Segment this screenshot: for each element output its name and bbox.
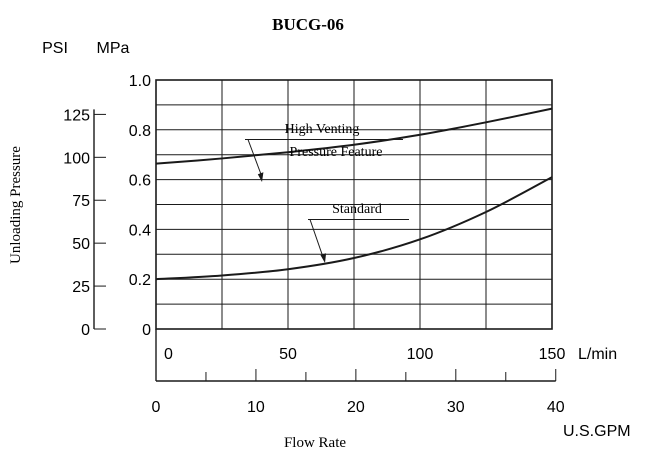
label-standard: Standard xyxy=(308,202,409,263)
psi-tick-label: 75 xyxy=(72,193,90,210)
label-high-venting-line1: High Venting xyxy=(285,122,360,137)
gpm-tick-label: 40 xyxy=(547,399,565,416)
series-line-high-venting xyxy=(155,107,553,165)
axes xyxy=(93,79,556,382)
label-standard-arrowhead xyxy=(320,253,327,263)
lmin-tick-label: 50 xyxy=(279,346,297,363)
mpa-tick-label: 0.6 xyxy=(129,173,151,190)
x-units-secondary: U.S.GPM xyxy=(563,423,631,440)
ticks: 0 25 50 75 100 125 0 0.2 0.4 0.6 0.8 1.0 0 50 100 150 0 1… xyxy=(63,73,565,416)
mpa-tick-label: 0.4 xyxy=(129,222,151,239)
x-units-primary: L/min xyxy=(578,346,617,363)
y-units-secondary: PSI xyxy=(42,40,68,57)
label-high-venting-line2: Pressure Feature xyxy=(290,145,383,160)
gpm-tick-label: 10 xyxy=(247,399,265,416)
psi-tick-label: 25 xyxy=(72,279,90,296)
psi-tick-label: 0 xyxy=(81,322,90,339)
x-axis-label: Flow Rate xyxy=(284,435,346,451)
label-high-venting-leader xyxy=(247,139,263,178)
label-standard-leader xyxy=(309,219,324,258)
y-axis-label: Unloading Pressure xyxy=(8,146,24,264)
y-units-primary: MPa xyxy=(97,40,130,57)
label-high-venting-arrowhead xyxy=(257,172,264,182)
mpa-tick-label: 0 xyxy=(142,322,151,339)
gpm-tick-label: 0 xyxy=(152,399,161,416)
psi-tick-label: 125 xyxy=(63,107,90,124)
grid xyxy=(156,80,552,329)
gpm-tick-label: 20 xyxy=(347,399,365,416)
psi-tick-label: 100 xyxy=(63,150,90,167)
series xyxy=(155,107,553,281)
lmin-tick-label: 150 xyxy=(539,346,566,363)
mpa-tick-label: 0.2 xyxy=(129,272,151,289)
mpa-tick-label: 1.0 xyxy=(129,73,151,90)
label-standard-text: Standard xyxy=(332,202,382,217)
series-line-standard xyxy=(155,176,553,281)
lmin-tick-label: 100 xyxy=(407,346,434,363)
plot-frame xyxy=(155,79,553,330)
chart-title: BUCG-06 xyxy=(272,15,344,34)
label-high-venting: High Venting Pressure Feature xyxy=(245,122,403,182)
lmin-tick-label: 0 xyxy=(164,346,173,363)
mpa-tick-label: 0.8 xyxy=(129,123,151,140)
psi-tick-label: 50 xyxy=(72,236,90,253)
gpm-tick-label: 30 xyxy=(447,399,465,416)
